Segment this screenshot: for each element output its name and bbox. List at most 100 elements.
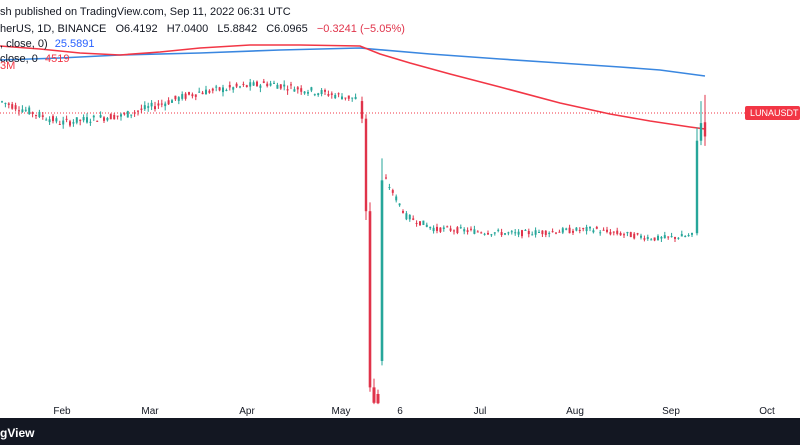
tradingview-brand: gView <box>0 426 35 440</box>
candle-body <box>534 230 537 235</box>
candle-body <box>504 233 506 235</box>
candle-body <box>589 226 591 229</box>
candle-body <box>52 116 54 122</box>
candle-body <box>218 87 221 91</box>
candle-body <box>514 232 517 234</box>
candle-body <box>205 89 207 95</box>
candle-body <box>11 104 14 109</box>
candle-body <box>266 83 269 87</box>
candle-body <box>140 108 143 110</box>
candle-body <box>653 237 656 241</box>
candle-body <box>18 110 20 112</box>
candle-body <box>517 231 520 235</box>
candle-body <box>391 190 394 193</box>
candle-body <box>490 234 493 236</box>
candle-body <box>670 236 673 238</box>
candle-body <box>89 121 92 123</box>
candle-body <box>612 231 615 233</box>
candle-body <box>449 228 452 231</box>
candle-body <box>167 100 170 105</box>
candle-body <box>497 229 500 231</box>
candle-body <box>157 103 160 106</box>
candle-body <box>269 83 272 86</box>
candle-body <box>320 90 323 95</box>
price-chart[interactable]: Feb Mar Apr May 6 Jul Aug Sep Oct LUNAUSDT <box>0 0 800 418</box>
candle-body <box>524 229 527 231</box>
candle-body <box>55 118 58 122</box>
x-axis: Feb Mar Apr May 6 Jul Aug Sep Oct <box>53 406 775 417</box>
candle-body <box>473 229 476 234</box>
x-tick-label: Sep <box>662 406 680 417</box>
candle-body <box>483 233 486 235</box>
candle-body <box>334 94 337 99</box>
candle-body <box>388 187 391 189</box>
candle-body <box>116 115 119 117</box>
candle-body <box>541 230 544 235</box>
candle-body <box>123 113 126 115</box>
candle-body <box>442 227 445 230</box>
candle-body <box>7 103 10 105</box>
candle-body <box>360 101 364 119</box>
candle-body <box>38 111 41 118</box>
candle-body <box>242 83 245 85</box>
high-value: H7.0400 <box>166 23 209 35</box>
candle-body <box>262 81 265 83</box>
candle-body <box>208 90 211 93</box>
candle-body <box>476 231 479 233</box>
candle-body <box>551 231 554 233</box>
candle-body <box>198 91 201 93</box>
candle-body <box>408 214 411 220</box>
candle-body <box>405 213 408 220</box>
candle-body <box>330 93 333 95</box>
candle-body <box>24 109 27 111</box>
candle-body <box>487 232 489 235</box>
candle-body <box>279 84 282 89</box>
candle-body <box>222 87 224 93</box>
ma3-legend: 3M <box>0 60 15 73</box>
candle-body <box>58 124 61 126</box>
candle-body <box>425 224 428 227</box>
x-tick-label: Mar <box>141 406 159 417</box>
change-value: −0.3241 (−5.05%) <box>316 23 405 35</box>
candle-body <box>62 120 65 125</box>
candle-body <box>623 234 625 236</box>
candle-body <box>188 92 190 95</box>
x-tick-label: Aug <box>566 406 584 417</box>
candle-body <box>225 89 228 91</box>
candle-body <box>106 117 109 121</box>
candle-body <box>354 96 357 100</box>
footer-bar: gView <box>0 418 800 445</box>
candle-body <box>674 237 676 239</box>
x-tick-label: Apr <box>239 406 255 417</box>
candle-body <box>1 101 3 103</box>
candle-body <box>592 230 595 233</box>
candle-body <box>402 211 404 213</box>
candle-body <box>259 85 262 88</box>
candle-body <box>171 100 173 103</box>
candle-body <box>510 231 513 233</box>
symbol-label: herUS, 1D, BINANCE <box>0 23 107 35</box>
candle-body <box>463 229 466 232</box>
candle-body <box>92 115 95 118</box>
candle-body <box>324 90 326 92</box>
candle-body <box>164 103 167 107</box>
ma1-value: 25.5891 <box>54 38 95 50</box>
candle-body <box>249 82 252 87</box>
candle-body <box>599 232 602 234</box>
candle-body <box>201 92 204 95</box>
candle-body <box>626 231 629 234</box>
candle-body <box>595 226 598 229</box>
candle-body <box>211 88 214 91</box>
candle-body <box>48 119 51 123</box>
candle-body <box>150 102 153 107</box>
candle-body <box>303 91 306 94</box>
x-tick-label: Feb <box>53 406 71 417</box>
candle-body <box>79 119 82 121</box>
candle-body <box>680 234 683 237</box>
symbol-ohlc-line: herUS, 1D, BINANCE O6.4192 H7.0400 L5.88… <box>0 23 405 36</box>
candle-body <box>432 227 435 232</box>
candle-body <box>548 232 551 235</box>
candle-body <box>419 221 421 226</box>
candle-body <box>126 111 129 118</box>
candle-body <box>31 112 34 114</box>
